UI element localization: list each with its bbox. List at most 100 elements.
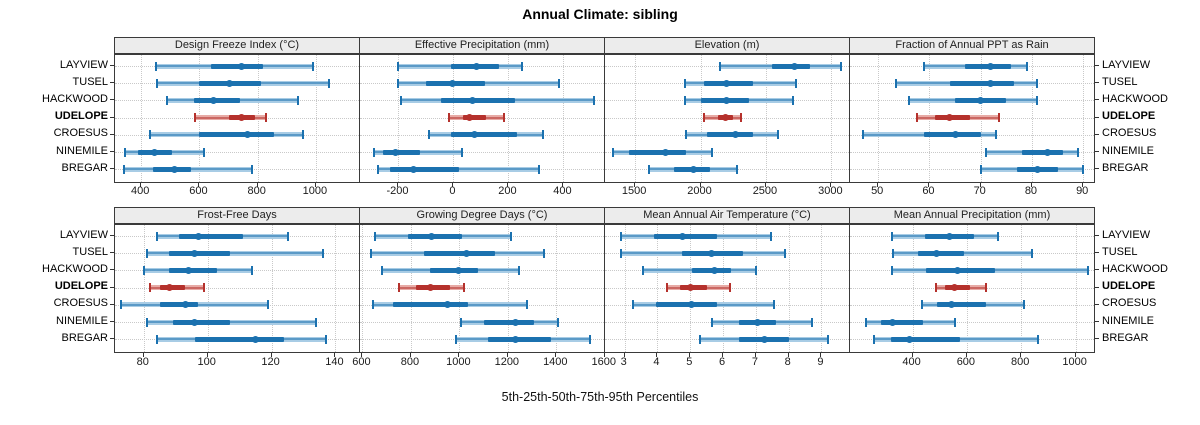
median-dot	[511, 318, 519, 326]
x-tick-label: 2000	[687, 185, 712, 197]
interval-box-25-75	[172, 319, 230, 325]
median-dot	[191, 318, 199, 326]
x-tick-label: 6	[719, 356, 726, 368]
whisker-cap	[145, 248, 148, 258]
whisker-cap	[427, 130, 430, 140]
whisker-cap	[156, 78, 159, 88]
site-label-left: LAYVIEW	[59, 228, 108, 241]
whisker-cap	[301, 130, 304, 140]
x-tick-label: 1400	[543, 356, 568, 368]
gridline-vertical	[1031, 55, 1033, 182]
panel-plot	[359, 224, 605, 353]
site-label-right: CROESUS	[1102, 127, 1157, 140]
median-dot	[426, 284, 434, 292]
panel-strip: Design Freeze Index (°C)	[114, 37, 360, 54]
site-label-right: HACKWOOD	[1102, 262, 1168, 275]
axis-tick	[623, 353, 625, 357]
axis-tick	[506, 353, 508, 357]
interval-box-25-75	[628, 149, 687, 155]
whisker-cap	[537, 164, 540, 174]
whisker-cap	[154, 61, 157, 71]
site-label-right: UDELOPE	[1102, 110, 1156, 123]
gridline-vertical	[508, 55, 510, 182]
site-label-right: BREGAR	[1102, 161, 1149, 174]
median-dot	[987, 62, 995, 70]
median-dot	[686, 284, 694, 292]
panel-plot	[849, 54, 1095, 183]
gridline-vertical	[1075, 225, 1077, 352]
whisker-cap	[541, 130, 544, 140]
whisker-cap	[503, 113, 506, 123]
whisker-cap	[984, 147, 987, 157]
x-tick-label: 5	[686, 356, 693, 368]
whisker-cap	[997, 113, 1000, 123]
x-tick-label: 60	[922, 185, 935, 197]
whisker-cap	[1086, 265, 1089, 275]
median-dot	[987, 79, 995, 87]
whisker-cap	[719, 61, 722, 71]
median-dot	[181, 301, 189, 309]
whisker-cap	[685, 130, 688, 140]
whisker-cap	[997, 231, 1000, 241]
x-tick-label: 140	[325, 356, 344, 368]
site-label-right: HACKWOOD	[1102, 92, 1168, 105]
axis-tick	[965, 353, 967, 357]
median-dot	[721, 114, 729, 122]
x-tick-label: 2500	[752, 185, 778, 197]
median-dot	[754, 318, 762, 326]
row-tick-left	[110, 133, 114, 135]
gridline-vertical	[563, 55, 565, 182]
median-dot	[392, 148, 400, 156]
whisker-cap	[459, 317, 462, 327]
whisker-cap	[558, 78, 561, 88]
median-dot	[165, 284, 173, 292]
axis-tick	[507, 183, 509, 187]
whisker-cap	[784, 248, 787, 258]
whisker-cap	[1036, 78, 1039, 88]
x-tick-label: 1600	[591, 356, 617, 368]
row-tick-left	[110, 82, 114, 84]
gridline-horizontal	[850, 322, 1094, 323]
row-tick-left	[110, 286, 114, 288]
whisker-cap	[915, 113, 918, 123]
whisker-cap	[648, 164, 651, 174]
row-tick-right	[1095, 116, 1099, 118]
site-label-left: TUSEL	[72, 75, 108, 88]
whisker-cap	[203, 283, 206, 293]
axis-tick	[603, 353, 605, 357]
interval-box-25-75	[169, 267, 218, 273]
whisker-cap	[321, 248, 324, 258]
interval-whisker	[146, 252, 323, 255]
whisker-cap	[286, 231, 289, 241]
panel-title: Mean Annual Precipitation (mm)	[893, 209, 1051, 221]
whisker-cap	[400, 95, 403, 105]
axis-tick	[314, 183, 316, 187]
median-dot	[723, 79, 731, 87]
interval-box-25-75	[430, 267, 478, 273]
whisker-cap	[620, 248, 623, 258]
median-dot	[243, 131, 251, 139]
median-dot	[252, 335, 260, 343]
median-dot	[708, 249, 716, 257]
whisker-cap	[1036, 334, 1039, 344]
whisker-cap	[891, 231, 894, 241]
axis-tick	[206, 353, 208, 357]
interval-box-25-75	[483, 319, 535, 325]
site-label-right: NINEMILE	[1102, 144, 1154, 157]
gridline-horizontal	[850, 152, 1094, 153]
interval-box-25-75	[881, 319, 924, 325]
whisker-cap	[711, 147, 714, 157]
median-dot	[661, 148, 669, 156]
median-dot	[238, 62, 246, 70]
gridline-vertical	[362, 225, 364, 352]
whisker-cap	[526, 300, 529, 310]
whisker-cap	[740, 113, 743, 123]
whisker-cap	[865, 317, 868, 327]
whisker-cap	[120, 300, 123, 310]
whisker-cap	[251, 265, 254, 275]
whisker-cap	[397, 78, 400, 88]
x-tick-label: 600	[189, 185, 208, 197]
whisker-cap	[611, 147, 614, 157]
x-tick-label: 3000	[818, 185, 843, 197]
